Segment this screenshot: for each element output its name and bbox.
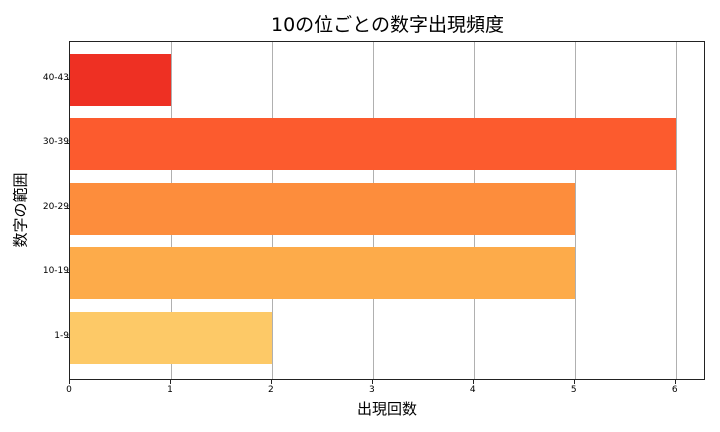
x-gridline [675, 42, 677, 379]
y-tick-mark [65, 272, 69, 274]
y-tick-mark [65, 78, 69, 80]
bar-10-19 [70, 247, 575, 300]
x-gridline [574, 42, 576, 379]
x-tick-mark [270, 380, 272, 384]
plot-area [69, 41, 705, 380]
bar-40-43 [70, 53, 171, 106]
x-tick-label: 3 [368, 385, 375, 395]
y-tick-label: 10-19 [42, 266, 69, 277]
x-tick-label: 6 [671, 385, 678, 395]
x-tick-mark [69, 380, 70, 384]
y-tick-label: 20-29 [42, 201, 69, 212]
chart-title: 10の位ごとの数字出現頻度 [271, 14, 504, 36]
x-tick-mark [371, 380, 373, 384]
y-tick-label: 1-9 [54, 331, 69, 341]
y-tick-label: 30-39 [42, 137, 69, 148]
x-axis-label: 出現回数 [356, 400, 417, 418]
x-tick-label: 1 [167, 385, 173, 395]
bar-30-39 [70, 118, 676, 171]
bar-1-9 [70, 312, 272, 364]
x-tick-mark [169, 380, 171, 384]
x-tick-mark [674, 380, 676, 384]
x-tick-label: 4 [469, 385, 476, 395]
y-tick-mark [65, 143, 69, 145]
y-axis-label: 数字の範囲 [11, 172, 30, 248]
y-tick-mark [65, 337, 69, 338]
x-tick-mark [573, 380, 575, 384]
y-tick-label: 40-43 [42, 72, 69, 83]
x-tick-label: 0 [66, 385, 72, 395]
x-tick-label: 5 [570, 385, 577, 395]
x-tick-label: 2 [268, 385, 274, 395]
x-tick-mark [472, 380, 474, 384]
y-tick-mark [65, 207, 69, 209]
bar-20-29 [70, 182, 575, 235]
